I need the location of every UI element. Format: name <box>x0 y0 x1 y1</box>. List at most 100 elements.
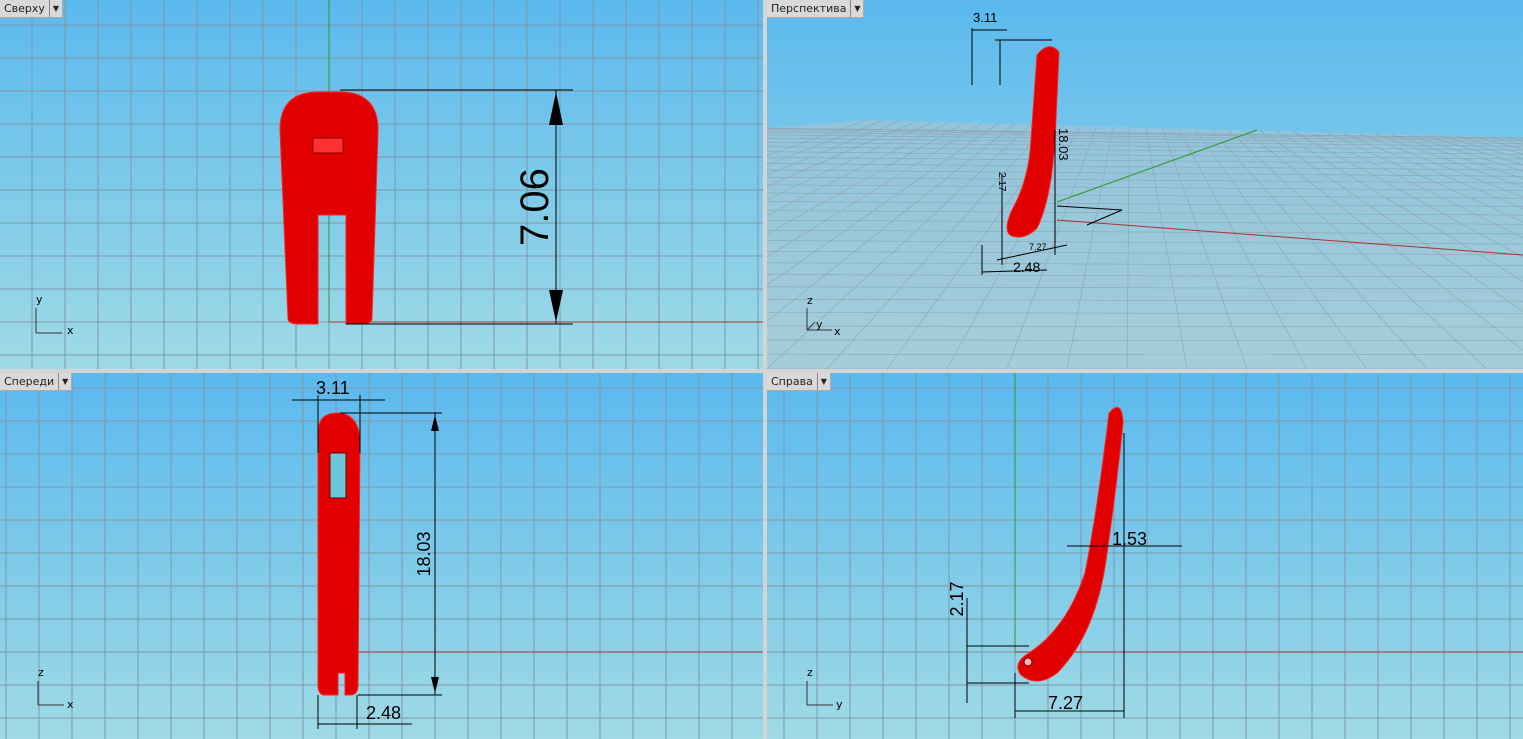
dimension-label: 18.03 <box>414 531 434 576</box>
grid-line <box>1066 126 1114 369</box>
grid-line <box>1126 127 1130 369</box>
grid-line <box>767 251 1523 255</box>
viewport-right[interactable]: Справа ▼ 1.53 2.17 7.27 z y <box>767 373 1523 739</box>
axis-gizmo <box>806 681 833 706</box>
viewport-top[interactable]: Сверху ▼ 7.06 y x <box>0 0 763 369</box>
grid-line <box>1276 130 1523 282</box>
grid-line <box>1194 128 1368 369</box>
grid-line <box>767 123 999 286</box>
dropdown-arrow-icon[interactable]: ▼ <box>850 0 863 17</box>
viewport-perspective[interactable]: Перспектива ▼ 3.11 18.03 2.17 7.27 2.48 z… <box>767 0 1523 369</box>
top-view-canvas: 7.06 y x <box>0 0 763 369</box>
axis-label: y <box>816 318 823 331</box>
grid-line <box>767 240 1523 245</box>
grid-line <box>767 176 1523 184</box>
grid-line <box>767 121 917 187</box>
grid-line <box>767 122 966 235</box>
grid-line <box>767 141 1523 151</box>
grid-line <box>1358 133 1523 198</box>
dimension-label: 2.17 <box>947 581 967 616</box>
viewport-label: Перспектива <box>771 2 847 15</box>
axis-label: z <box>807 294 813 307</box>
grid-line <box>1326 132 1523 223</box>
dimension-label: 3.11 <box>973 10 997 25</box>
grid-line <box>767 339 1523 341</box>
axis-gizmo <box>806 308 832 331</box>
arrow-icon <box>549 290 563 322</box>
dimension-label: 7.27 <box>1029 242 1047 252</box>
grid-line <box>1227 129 1488 369</box>
viewport-front[interactable]: Спереди ▼ 3.11 18.03 2.48 z x <box>0 373 763 739</box>
axis-label: x <box>67 698 74 711</box>
grid-line <box>767 131 1523 142</box>
viewport-tab-perspective[interactable]: Перспектива ▼ <box>767 0 865 18</box>
viewport-tab-top[interactable]: Сверху ▼ <box>0 0 63 18</box>
dropdown-arrow-icon[interactable]: ▼ <box>48 0 62 17</box>
axis-gizmo <box>37 681 64 706</box>
dimension-lines <box>292 395 442 729</box>
axis-gizmo <box>35 308 62 334</box>
grid-line <box>767 157 1523 165</box>
dropdown-arrow-icon[interactable]: ▼ <box>816 373 830 390</box>
grid-line <box>767 137 1523 147</box>
perspective-grid <box>767 119 1523 369</box>
grid-line <box>1161 128 1248 369</box>
dimension-label: 7.27 <box>1048 693 1083 713</box>
grid-line <box>767 129 1523 140</box>
axis-label: z <box>38 666 44 679</box>
dimension-label: 1.53 <box>1112 529 1147 549</box>
grid-line <box>767 120 884 165</box>
ground-plane <box>767 120 1523 369</box>
axis-label: y <box>36 293 43 306</box>
grid-line <box>767 299 1523 302</box>
grid-line <box>767 151 1523 160</box>
grid-line <box>1293 131 1523 258</box>
dimension-label: 2.48 <box>1013 259 1040 275</box>
grid-line <box>767 134 1523 144</box>
part-top-view <box>279 91 379 325</box>
grid-line <box>767 229 1523 235</box>
grid-line <box>767 128 1523 139</box>
grid-line <box>1211 129 1428 369</box>
axis-label: x <box>834 325 841 338</box>
grid-line <box>767 169 1523 177</box>
axis-label: z <box>807 666 813 679</box>
grid-line <box>1375 133 1523 188</box>
grid-line <box>1178 128 1308 369</box>
dimension-label: 2.17 <box>996 172 1007 192</box>
grid-line <box>1309 131 1523 239</box>
grid-line <box>767 201 1523 207</box>
grid-line <box>767 121 950 216</box>
grid-line <box>767 122 982 258</box>
grid-line <box>767 210 1523 216</box>
slot <box>312 137 344 154</box>
grid-line <box>1342 132 1523 209</box>
front-view-canvas: 3.11 18.03 2.48 z x <box>0 373 763 739</box>
grid-line <box>767 163 1523 171</box>
grid <box>0 0 763 369</box>
slot <box>329 452 347 499</box>
viewport-tab-front[interactable]: Спереди ▼ <box>0 373 73 391</box>
part-perspective <box>1006 46 1060 238</box>
dropdown-arrow-icon[interactable]: ▼ <box>58 373 71 390</box>
arrow-icon <box>549 92 563 125</box>
axis-label: y <box>836 698 843 711</box>
grid-line <box>1260 130 1523 312</box>
viewport-tab-right[interactable]: Справа ▼ <box>767 373 831 391</box>
viewport-label: Сверху <box>4 2 45 15</box>
grid-line <box>946 125 1081 369</box>
dimension-label: 2.48 <box>366 703 401 723</box>
viewport-label: Спереди <box>4 375 55 388</box>
dimension-label: 3.11 <box>316 378 350 398</box>
dimension-lines <box>971 28 1123 275</box>
grid-line <box>767 121 933 201</box>
grid-line <box>767 146 1523 155</box>
y-axis-line <box>1056 129 1258 203</box>
part-front-view <box>317 412 361 696</box>
viewport-label: Справа <box>771 375 813 388</box>
grid-line <box>767 120 900 175</box>
grid-line <box>767 286 1523 290</box>
dimension-label: 18.03 <box>1056 128 1071 161</box>
dimension-label: 7.06 <box>513 168 557 246</box>
hole <box>1023 657 1033 667</box>
